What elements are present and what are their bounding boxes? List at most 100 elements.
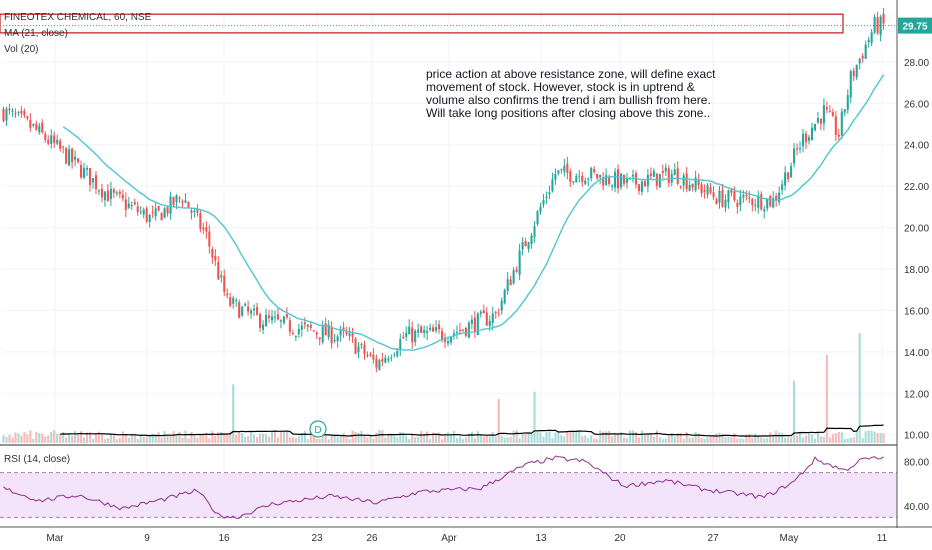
volume-bar bbox=[864, 431, 867, 443]
ma-line bbox=[62, 74, 885, 351]
volume-bar bbox=[109, 434, 112, 443]
candle-body bbox=[443, 338, 447, 342]
candle-body bbox=[14, 113, 17, 115]
volume-bar bbox=[411, 433, 414, 443]
candle-body bbox=[390, 357, 393, 359]
volume-bar bbox=[488, 436, 491, 443]
volume-bar bbox=[205, 432, 208, 443]
volume-bar bbox=[384, 437, 387, 443]
candle-body bbox=[700, 184, 703, 194]
volume-bar bbox=[491, 432, 494, 443]
candle-body bbox=[649, 173, 652, 177]
volume-bar bbox=[47, 435, 50, 443]
volume-bar bbox=[8, 434, 11, 443]
candle-body bbox=[205, 227, 208, 232]
volume-bar bbox=[810, 434, 814, 443]
candle-body bbox=[363, 344, 366, 355]
volume-bar bbox=[5, 437, 8, 443]
candle-body bbox=[470, 319, 473, 324]
candle-body bbox=[321, 326, 324, 343]
volume-bar bbox=[855, 431, 858, 443]
volume-bar bbox=[235, 434, 238, 443]
volume-bar bbox=[273, 430, 277, 443]
candle-body bbox=[8, 108, 11, 111]
candle-body bbox=[217, 262, 220, 280]
volume-bar bbox=[187, 438, 190, 443]
candle-body bbox=[643, 181, 646, 187]
candle-body bbox=[593, 169, 596, 173]
volume-bar bbox=[181, 438, 184, 443]
resistance-zone bbox=[0, 13, 844, 34]
candle-body bbox=[858, 58, 861, 64]
x-tick-label: May bbox=[780, 533, 799, 544]
candle-body bbox=[509, 279, 512, 286]
candle-body bbox=[798, 148, 802, 150]
candle-body bbox=[539, 207, 542, 212]
candle-body bbox=[790, 166, 793, 178]
rsi-legend[interactable]: RSI (14, close) bbox=[4, 454, 71, 465]
volume-bar bbox=[71, 435, 74, 443]
volume-bar bbox=[846, 438, 849, 443]
candle-body bbox=[80, 165, 83, 178]
candle-body bbox=[533, 226, 536, 238]
volume-bar bbox=[160, 437, 163, 443]
volume-bar bbox=[825, 355, 828, 443]
candle-body bbox=[864, 44, 867, 59]
candle-body bbox=[408, 326, 411, 335]
volume-bar bbox=[742, 439, 745, 443]
candle-body bbox=[617, 169, 620, 189]
candle-body bbox=[372, 354, 375, 360]
candle-body bbox=[557, 170, 560, 174]
volume-bar bbox=[136, 439, 139, 443]
candle-body bbox=[599, 174, 602, 178]
volume-bar bbox=[637, 437, 640, 443]
annotation-line: Will take long positions after closing a… bbox=[426, 106, 711, 120]
candle-body bbox=[706, 184, 709, 195]
volume-bar bbox=[679, 432, 682, 443]
volume-bar bbox=[184, 430, 187, 443]
candle-body bbox=[91, 178, 95, 183]
candle-body bbox=[787, 172, 790, 179]
candle-body bbox=[438, 324, 441, 330]
volume-bar bbox=[479, 435, 482, 443]
volume-bar bbox=[745, 434, 748, 443]
volume-bar bbox=[837, 432, 840, 443]
candle-body bbox=[11, 110, 14, 112]
symbol-title[interactable]: FINEOTEX CHEMICAL, 60, NSE bbox=[4, 12, 152, 23]
candle-body bbox=[270, 316, 274, 321]
candle-body bbox=[297, 328, 300, 335]
volume-bar bbox=[303, 430, 306, 443]
candle-body bbox=[754, 205, 757, 207]
annotation-note[interactable]: price action at above resistance zone, w… bbox=[426, 68, 716, 120]
candle-body bbox=[151, 212, 154, 214]
volume-bar bbox=[667, 435, 670, 443]
candle-body bbox=[291, 333, 294, 335]
candle-body bbox=[781, 184, 784, 190]
volume-bar bbox=[35, 431, 38, 443]
candle-body bbox=[551, 179, 554, 192]
volume-bar bbox=[554, 432, 557, 443]
candle-body bbox=[118, 191, 121, 194]
candle-body bbox=[44, 133, 47, 140]
candle-body bbox=[23, 111, 26, 116]
volume-bar bbox=[673, 436, 676, 443]
candle-body bbox=[518, 250, 521, 275]
volume-bar bbox=[127, 437, 130, 443]
volume-bar bbox=[378, 430, 381, 443]
volume-bar bbox=[297, 436, 300, 443]
candle-body bbox=[506, 279, 509, 291]
candle-body bbox=[264, 314, 268, 327]
volume-bar bbox=[530, 433, 533, 443]
volume-bar bbox=[643, 435, 646, 443]
volume-bar bbox=[381, 430, 384, 443]
volume-bar bbox=[590, 435, 593, 443]
vol-legend[interactable]: Vol (20) bbox=[4, 44, 39, 55]
volume-bar bbox=[840, 432, 843, 443]
volume-bar bbox=[828, 437, 831, 443]
candle-body bbox=[336, 336, 339, 342]
candle-body bbox=[801, 134, 805, 147]
volume-bar bbox=[38, 433, 41, 443]
ma-legend[interactable]: MA (21, close) bbox=[4, 28, 68, 39]
candle-body bbox=[387, 359, 390, 361]
